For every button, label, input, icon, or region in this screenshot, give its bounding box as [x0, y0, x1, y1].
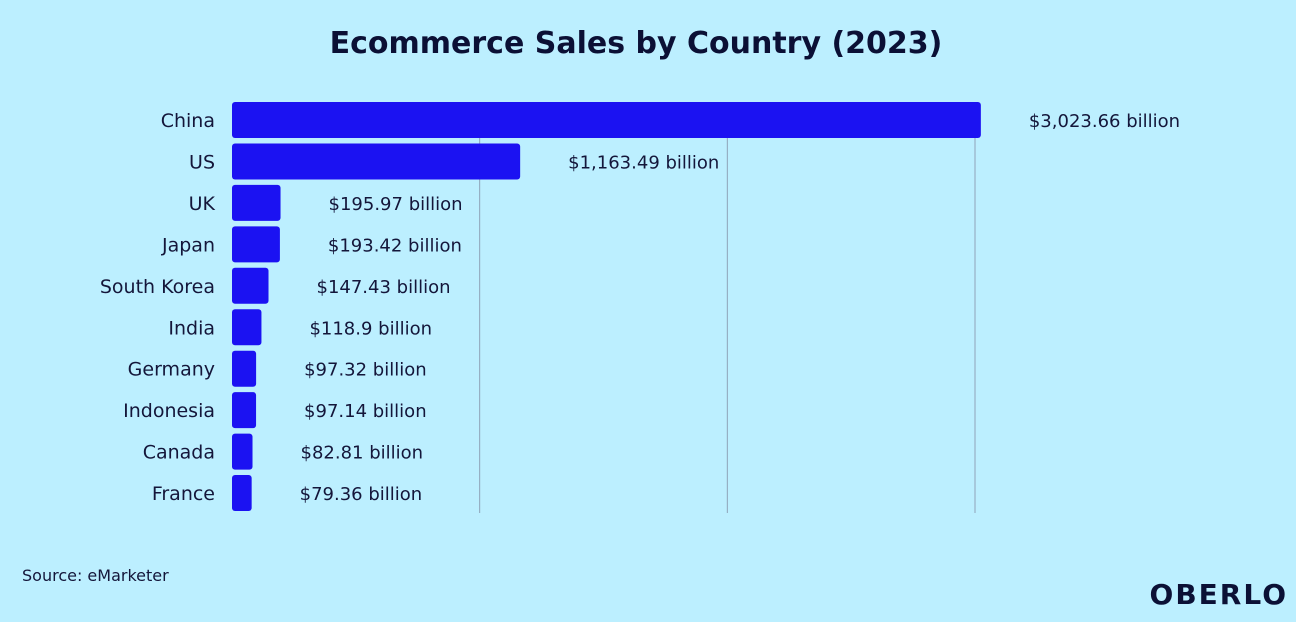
value-label-uk: $195.97 billion	[329, 194, 463, 215]
source-note: Source: eMarketer	[22, 566, 169, 585]
bars	[232, 102, 981, 512]
bar-india	[232, 309, 262, 346]
category-label-uk: UK	[189, 193, 216, 215]
value-label-japan: $193.42 billion	[328, 235, 462, 256]
category-label-indonesia: Indonesia	[123, 400, 215, 422]
value-label-china: $3,023.66 billion	[1029, 111, 1180, 132]
bar-germany	[232, 350, 257, 387]
value-label-france: $79.36 billion	[300, 484, 423, 505]
category-label-china: China	[161, 110, 215, 132]
value-label-indonesia: $97.14 billion	[304, 401, 427, 422]
bar-japan	[232, 226, 280, 263]
category-label-japan: Japan	[161, 234, 215, 256]
bar-south-korea	[232, 267, 269, 304]
value-label-south-korea: $147.43 billion	[317, 277, 451, 298]
category-label-france: France	[152, 483, 215, 505]
category-label-germany: Germany	[128, 359, 215, 381]
category-label-us: US	[189, 151, 215, 173]
value-label-canada: $82.81 billion	[301, 443, 424, 464]
bar-indonesia	[232, 392, 257, 429]
bar-canada	[232, 433, 253, 470]
oberlo-logo: OBERLO	[1150, 578, 1288, 611]
bar-uk	[232, 184, 281, 221]
value-label-india: $118.9 billion	[309, 318, 432, 339]
bar-china	[232, 102, 981, 138]
value-label-us: $1,163.49 billion	[568, 152, 719, 173]
value-label-germany: $97.32 billion	[304, 360, 427, 381]
category-label-south-korea: South Korea	[100, 276, 215, 298]
bar-france	[232, 475, 252, 512]
bar-us	[232, 143, 521, 180]
chart-title: Ecommerce Sales by Country (2023)	[330, 26, 943, 61]
labels: China $3,023.66 billion US $1,163.49 billio…	[100, 110, 1180, 505]
category-label-india: India	[168, 317, 215, 339]
category-label-canada: Canada	[143, 442, 215, 464]
